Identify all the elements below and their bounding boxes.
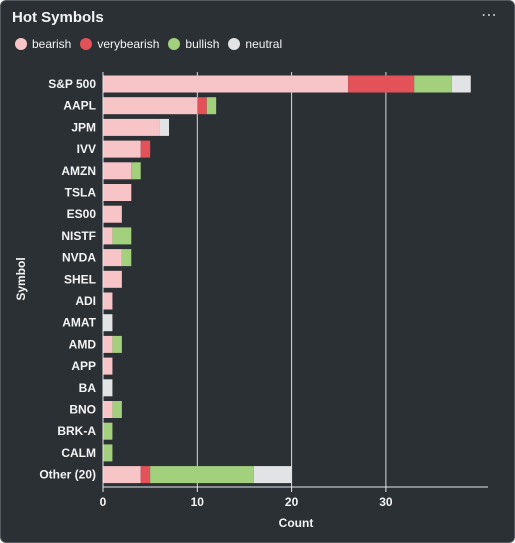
x-tick-label-20: 20 xyxy=(285,495,299,509)
legend-label-bearish: bearish xyxy=(32,37,72,51)
bar-tsla-bearish xyxy=(103,184,132,201)
bar-other-20-neutral xyxy=(253,466,292,484)
y-tick-label-amzn: AMZN xyxy=(61,164,96,178)
bar-jpm-neutral xyxy=(159,118,170,136)
bar-aapl-bearish xyxy=(103,97,198,115)
bar-jpm-bearish xyxy=(103,118,160,136)
bar-es00-bearish xyxy=(103,205,122,223)
y-tick-label-nistf: NISTF xyxy=(61,229,96,243)
bar-ivv-verybearish xyxy=(140,140,151,158)
bar-ba-neutral xyxy=(103,379,113,397)
y-tick-label-jpm: JPM xyxy=(71,120,96,134)
bar-other-20-bearish xyxy=(103,466,141,484)
bar-s-p-500-verybearish xyxy=(348,75,415,93)
bar-nvda-bullish xyxy=(121,249,132,267)
y-tick-label-s-p-500: S&P 500 xyxy=(48,77,96,91)
legend-item-bullish[interactable]: bullish xyxy=(168,37,219,51)
y-tick-label-other-20: Other (20) xyxy=(39,468,96,482)
y-tick-label-shel: SHEL xyxy=(64,272,96,286)
legend-swatch-bearish xyxy=(15,38,27,50)
y-tick-label-amd: AMD xyxy=(69,337,97,351)
y-tick-label-bno: BNO xyxy=(69,403,96,417)
bar-nvda-bearish xyxy=(103,249,122,267)
bar-amzn-bullish xyxy=(131,162,141,180)
legend-label-verybearish: verybearish xyxy=(97,37,160,51)
bar-nistf-bearish xyxy=(103,227,113,245)
y-tick-label-calm: CALM xyxy=(61,446,96,460)
legend-swatch-verybearish xyxy=(80,38,93,50)
bar-bno-bearish xyxy=(103,401,113,418)
y-tick-label-brk-a: BRK-A xyxy=(57,424,96,438)
x-tick-label-30: 30 xyxy=(379,495,393,509)
bar-adi-bearish xyxy=(103,292,113,310)
legend-label-bullish: bullish xyxy=(185,37,220,51)
bar-s-p-500-bearish xyxy=(103,75,349,93)
bar-app-bearish xyxy=(103,357,113,375)
bar-bno-bullish xyxy=(112,401,122,418)
bar-amd-bullish xyxy=(112,335,122,353)
more-horizontal-icon[interactable]: ⋯ xyxy=(481,7,498,24)
y-tick-label-ba: BA xyxy=(79,381,97,395)
y-axis-title: Symbol xyxy=(14,257,28,300)
legend-swatch-bullish xyxy=(168,38,181,50)
y-tick-label-ivv: IVV xyxy=(77,142,96,156)
chart-legend: bearish verybearish bullish neutral xyxy=(15,37,291,51)
widget-title: Hot Symbols xyxy=(12,9,104,26)
legend-label-neutral: neutral xyxy=(245,37,283,51)
bar-shel-bearish xyxy=(103,270,122,288)
bar-s-p-500-bullish xyxy=(414,75,452,93)
y-tick-label-adi: ADI xyxy=(75,294,96,308)
bar-amd-bearish xyxy=(103,335,113,353)
bar-amat-neutral xyxy=(103,314,113,332)
x-axis-title: Count xyxy=(279,516,314,530)
y-tick-label-app: APP xyxy=(71,359,96,373)
legend-swatch-neutral xyxy=(228,38,241,50)
legend-item-verybearish[interactable]: verybearish xyxy=(80,37,159,51)
y-tick-label-tsla: TSLA xyxy=(65,186,97,200)
y-tick-label-amat: AMAT xyxy=(62,316,96,330)
legend-item-bearish[interactable]: bearish xyxy=(15,37,71,51)
y-tick-label-es00: ES00 xyxy=(67,207,97,221)
bar-nistf-bullish xyxy=(112,227,132,245)
bar-other-20-bullish xyxy=(150,466,254,484)
x-tick-label-10: 10 xyxy=(191,495,205,509)
y-tick-label-nvda: NVDA xyxy=(62,251,96,265)
bar-calm-bullish xyxy=(103,444,113,462)
bar-aapl-verybearish xyxy=(197,97,207,115)
bar-ivv-bearish xyxy=(103,140,141,158)
bar-brk-a-bullish xyxy=(103,422,113,440)
y-tick-label-aapl: AAPL xyxy=(63,99,96,113)
x-tick-label-0: 0 xyxy=(100,495,107,509)
bar-aapl-bullish xyxy=(206,97,217,115)
bar-s-p-500-neutral xyxy=(451,75,471,93)
bar-amzn-bearish xyxy=(103,162,132,180)
bar-other-20-verybearish xyxy=(140,466,151,484)
legend-item-neutral[interactable]: neutral xyxy=(228,37,282,51)
